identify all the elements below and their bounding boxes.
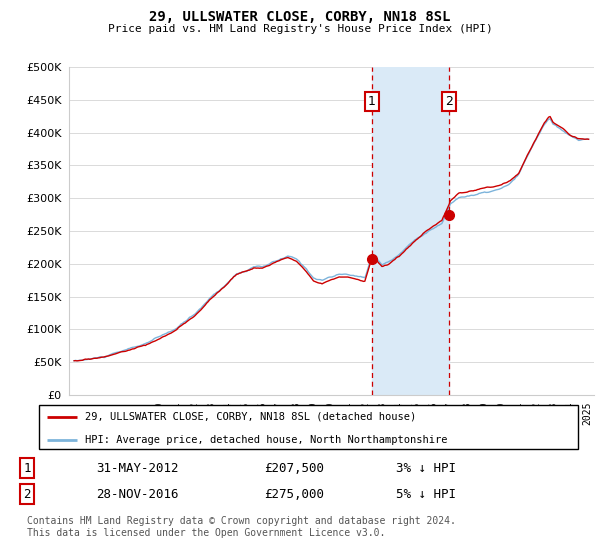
Text: Price paid vs. HM Land Registry's House Price Index (HPI): Price paid vs. HM Land Registry's House … <box>107 24 493 34</box>
Text: 5% ↓ HPI: 5% ↓ HPI <box>396 488 456 501</box>
Text: 1: 1 <box>23 461 31 475</box>
Text: £207,500: £207,500 <box>264 461 324 475</box>
Text: Contains HM Land Registry data © Crown copyright and database right 2024.
This d: Contains HM Land Registry data © Crown c… <box>27 516 456 538</box>
Text: 1: 1 <box>368 95 376 108</box>
Text: £275,000: £275,000 <box>264 488 324 501</box>
Text: HPI: Average price, detached house, North Northamptonshire: HPI: Average price, detached house, Nort… <box>85 435 448 445</box>
Text: 2: 2 <box>23 488 31 501</box>
FancyBboxPatch shape <box>39 405 578 449</box>
Text: 31-MAY-2012: 31-MAY-2012 <box>96 461 179 475</box>
Text: 29, ULLSWATER CLOSE, CORBY, NN18 8SL (detached house): 29, ULLSWATER CLOSE, CORBY, NN18 8SL (de… <box>85 412 416 422</box>
Text: 2: 2 <box>445 95 453 108</box>
Bar <box>372 67 449 395</box>
Text: 3% ↓ HPI: 3% ↓ HPI <box>396 461 456 475</box>
Text: 29, ULLSWATER CLOSE, CORBY, NN18 8SL: 29, ULLSWATER CLOSE, CORBY, NN18 8SL <box>149 10 451 24</box>
Text: 28-NOV-2016: 28-NOV-2016 <box>96 488 179 501</box>
